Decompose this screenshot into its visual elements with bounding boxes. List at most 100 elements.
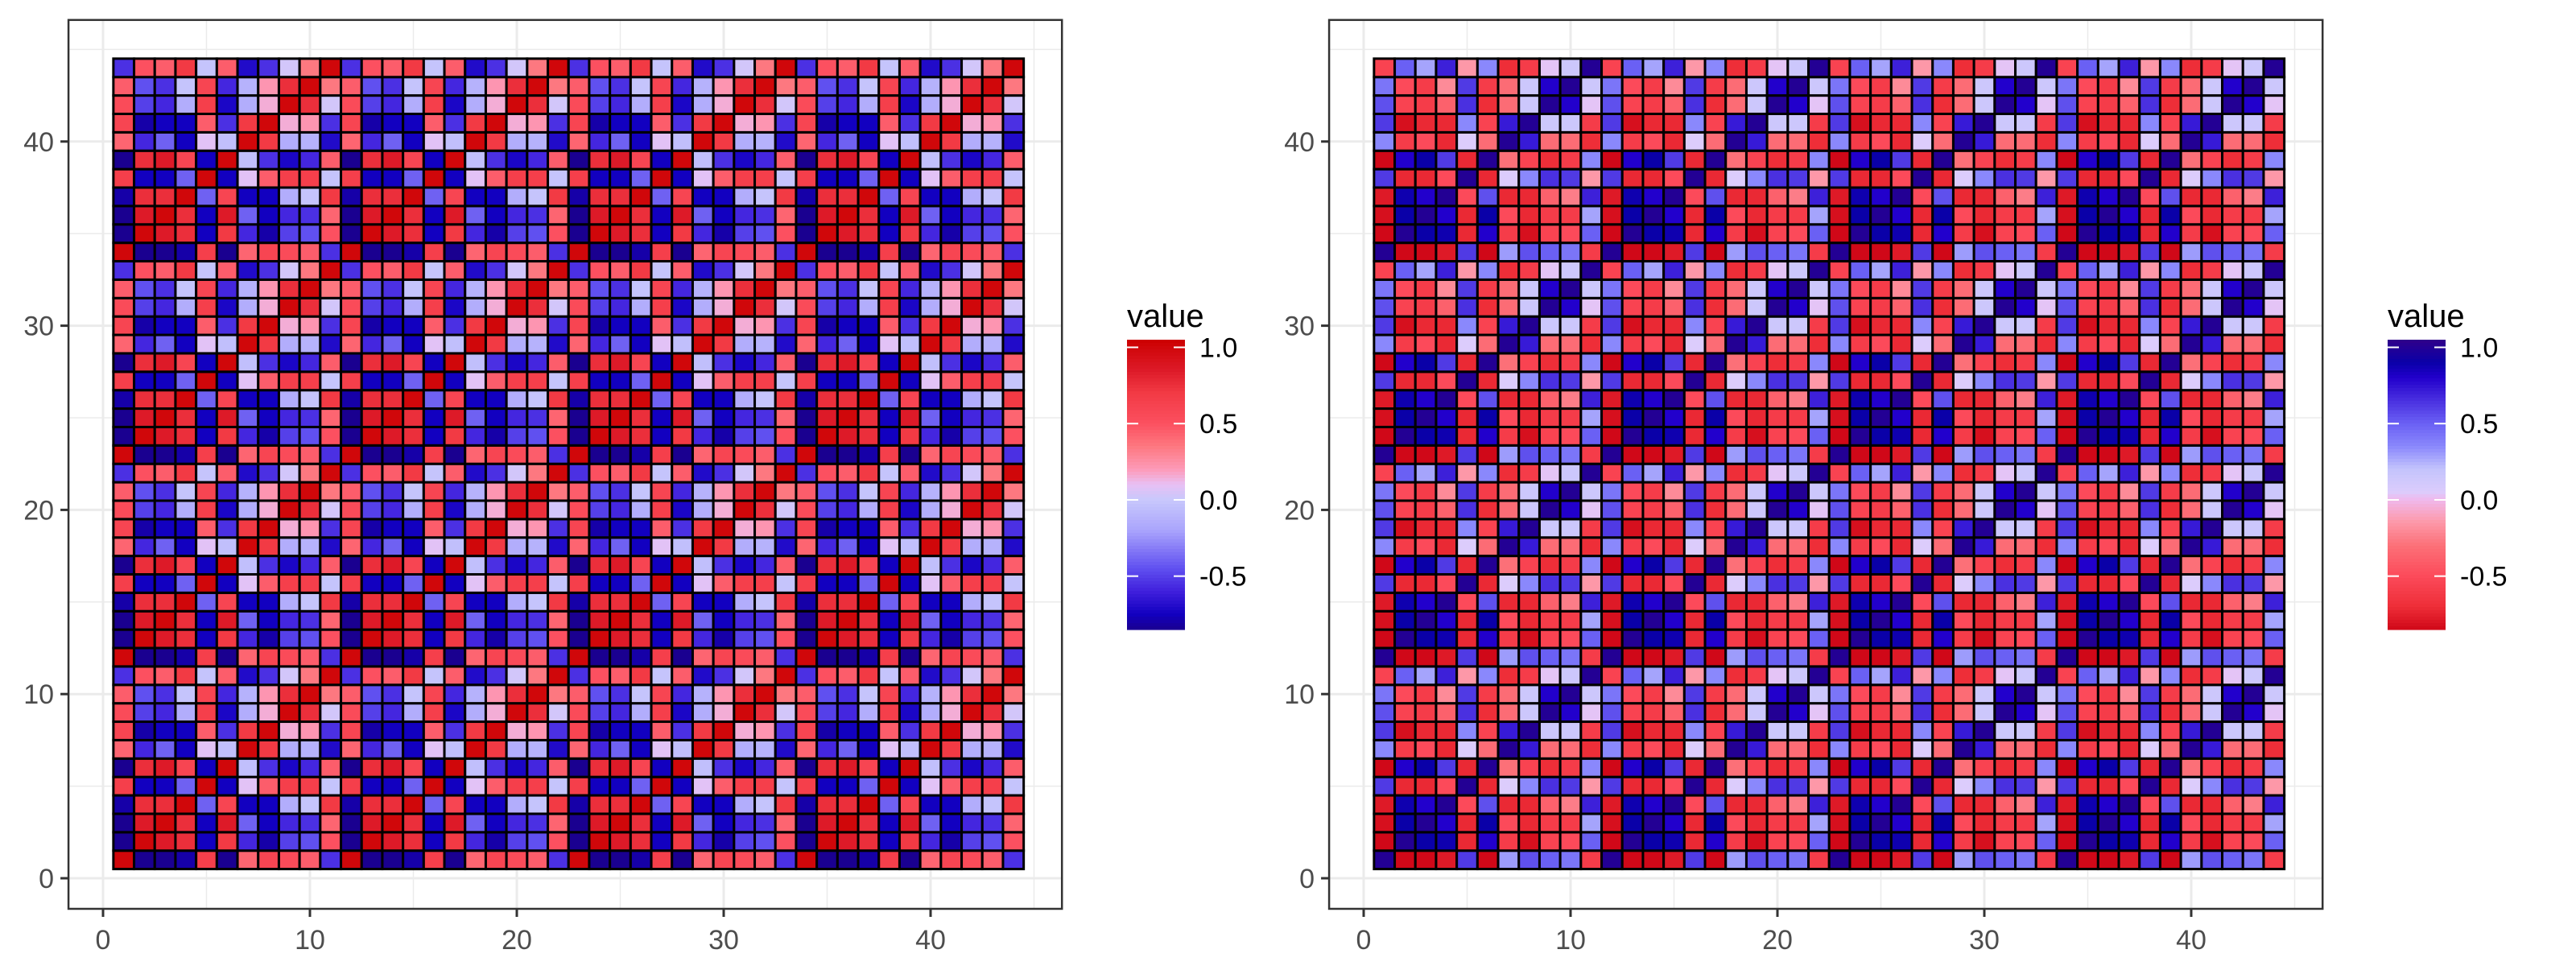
heatmap-cell — [1993, 425, 2017, 447]
heatmap-cell — [1558, 444, 1583, 465]
heatmap-cell — [712, 407, 736, 428]
heatmap-cell — [919, 333, 943, 355]
heatmap-cell — [1001, 352, 1026, 374]
legend-colorbar-segment — [1127, 517, 1185, 521]
legend-colorbar-segment — [1127, 343, 1185, 347]
heatmap-cell — [1786, 94, 1810, 115]
heatmap-cell — [422, 794, 446, 815]
heatmap-cell — [1889, 665, 1913, 687]
heatmap-cell — [443, 572, 467, 594]
heatmap-cell — [567, 296, 591, 318]
heatmap-cell — [112, 260, 136, 281]
heatmap-cell — [1641, 57, 1666, 79]
heatmap-cell — [960, 352, 984, 374]
heatmap-cell — [443, 591, 467, 613]
heatmap-cell — [1703, 260, 1728, 281]
heatmap-cell — [464, 831, 487, 852]
heatmap-cell — [1662, 572, 1686, 594]
heatmap-cell — [1579, 665, 1604, 687]
heatmap-cell — [1538, 831, 1562, 852]
heatmap-cell — [1972, 352, 1996, 374]
heatmap-cell — [1931, 536, 1955, 558]
heatmap-cell — [2076, 444, 2099, 465]
heatmap-cell — [1869, 831, 1893, 852]
heatmap-cell — [526, 130, 550, 152]
x-tick-label: 0 — [1356, 925, 1372, 956]
heatmap-cell — [712, 481, 736, 502]
heatmap-cell — [1951, 149, 1975, 171]
heatmap-cell — [1682, 499, 1707, 521]
heatmap-cell — [2117, 665, 2141, 687]
legend-colorbar-segment — [2388, 562, 2446, 566]
heatmap-cell — [609, 94, 632, 115]
heatmap-cell — [609, 518, 632, 539]
heatmap-cell — [1641, 352, 1666, 374]
heatmap-cell — [650, 757, 674, 778]
heatmap-cell — [2221, 389, 2244, 411]
heatmap-cell — [1972, 720, 1996, 741]
legend-colorbar-segment — [1127, 465, 1185, 469]
heatmap-cell — [319, 609, 343, 631]
heatmap-cell — [1455, 591, 1479, 613]
heatmap-cell — [1476, 462, 1500, 484]
heatmap-cell — [1972, 315, 1996, 336]
heatmap-cell — [298, 536, 322, 558]
heatmap-cell — [2138, 499, 2161, 521]
heatmap-cell — [1455, 702, 1479, 724]
heatmap-cell — [484, 628, 508, 650]
heatmap-cell — [505, 57, 529, 79]
heatmap-cell — [588, 849, 612, 871]
heatmap-cell — [422, 775, 446, 797]
heatmap-cell — [1579, 94, 1604, 115]
heatmap-cell — [1373, 352, 1397, 374]
heatmap-cell — [980, 112, 1005, 134]
heatmap-cell — [1373, 646, 1397, 668]
heatmap-cell — [795, 536, 819, 558]
heatmap-cell — [2096, 204, 2120, 226]
heatmap-cell — [2096, 260, 2120, 281]
legend-colorbar-segment — [1127, 372, 1185, 376]
heatmap-cell — [547, 94, 570, 115]
heatmap-cell — [133, 794, 156, 815]
heatmap-cell — [712, 462, 736, 484]
x-tick-label: 10 — [1555, 925, 1586, 956]
heatmap-cell — [277, 296, 301, 318]
heatmap-cell — [381, 757, 405, 778]
heatmap-cell — [1744, 242, 1769, 263]
heatmap-cell — [2076, 720, 2099, 741]
heatmap-cell — [464, 425, 487, 447]
heatmap-cell — [215, 352, 239, 374]
heatmap-cell — [1517, 57, 1541, 79]
heatmap-cell — [691, 794, 715, 815]
heatmap-cell — [484, 57, 508, 79]
heatmap-cell — [1931, 352, 1955, 374]
heatmap-cell — [360, 223, 384, 245]
heatmap-cell — [629, 591, 653, 613]
heatmap-cell — [1869, 794, 1893, 815]
heatmap-cell — [1889, 242, 1913, 263]
heatmap-cell — [2200, 260, 2224, 281]
heatmap-cell — [795, 720, 819, 741]
heatmap-cell — [919, 57, 943, 79]
legend-colorbar-segment — [1127, 533, 1185, 537]
heatmap-cell — [1393, 738, 1417, 760]
heatmap-cell — [1435, 555, 1459, 576]
heatmap-cell — [1724, 499, 1748, 521]
heatmap-cell — [650, 536, 674, 558]
heatmap-cell — [1393, 609, 1417, 631]
heatmap-cell — [691, 389, 715, 411]
heatmap-cell — [2241, 186, 2265, 208]
heatmap-cell — [980, 94, 1005, 115]
heatmap-cell — [1703, 702, 1728, 724]
heatmap-cell — [753, 260, 777, 281]
heatmap-cell — [1600, 812, 1624, 834]
heatmap-cell — [153, 665, 177, 687]
heatmap-cell — [215, 130, 239, 152]
heatmap-cell — [712, 186, 736, 208]
heatmap-cell — [1931, 481, 1955, 502]
heatmap-cell — [671, 425, 694, 447]
heatmap-cell — [1435, 186, 1459, 208]
heatmap-cell — [1972, 389, 1996, 411]
heatmap-cell — [1786, 389, 1810, 411]
